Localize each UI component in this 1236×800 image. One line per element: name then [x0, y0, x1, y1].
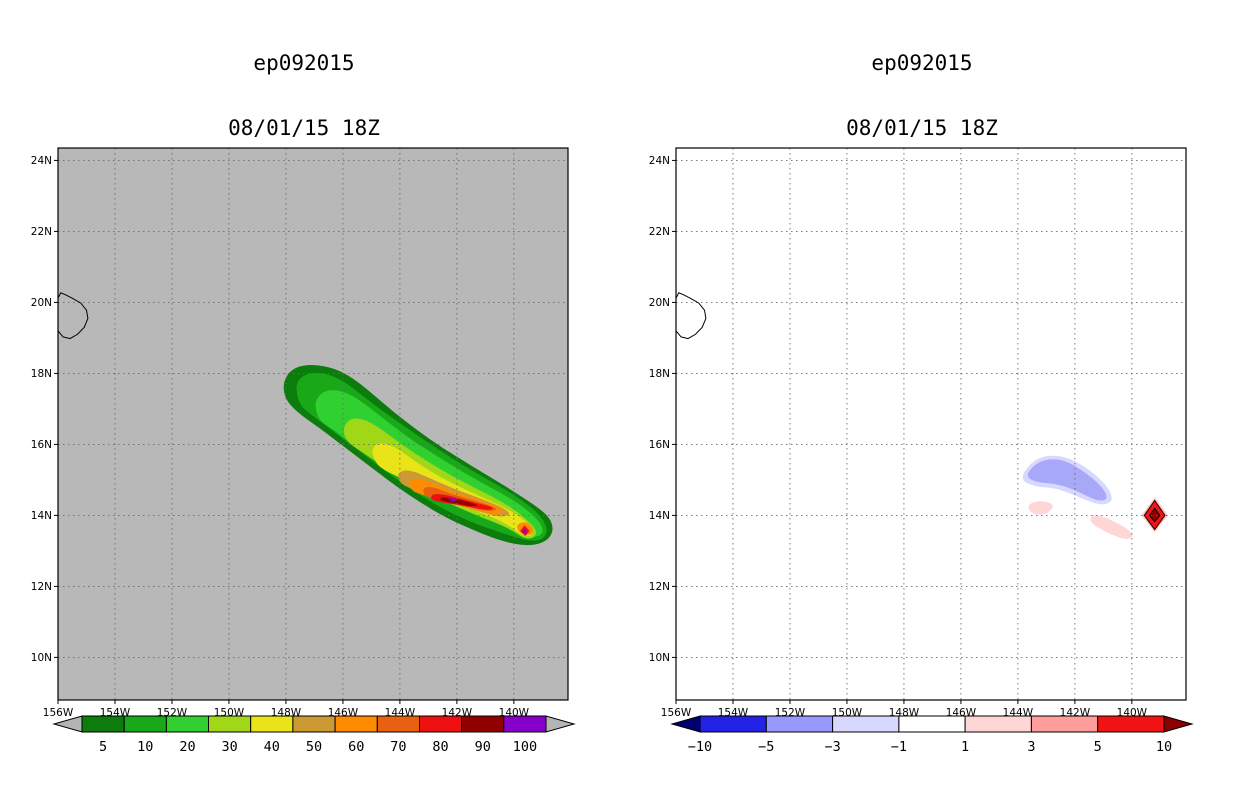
cbar-box: [334, 715, 378, 733]
y-tick-label: 24N: [31, 155, 52, 167]
cbar-box: [765, 715, 834, 733]
grid: [57, 148, 568, 700]
cbar-label: 20: [179, 739, 195, 755]
cbar-box: [832, 715, 900, 733]
cbar-label: 50: [306, 739, 322, 755]
x-tick-label: 156W: [661, 707, 692, 719]
y-tick-label: 10N: [649, 652, 670, 664]
cbar-label: −10: [688, 739, 712, 755]
cbar-label: −3: [824, 739, 840, 755]
contour-features: [1022, 455, 1169, 539]
y-tick-label: 18N: [31, 368, 52, 380]
contour-features: [283, 364, 553, 546]
cbar-box: [898, 715, 966, 733]
y-tick-label: 18N: [649, 368, 670, 380]
cbar-label: 90: [475, 739, 491, 755]
contour-level->10: [1148, 507, 1161, 523]
y-tick-label: 22N: [649, 226, 670, 238]
panel-spline-minus-control: ep092015 08/01/15 18Z 0−120h 64kt Cum Wi…: [624, 0, 1218, 800]
cbar-arrow-left: [52, 715, 83, 733]
y-tick-label: 22N: [31, 226, 52, 238]
cbar-label: 5: [1094, 739, 1102, 755]
y-tick-label: 12N: [649, 581, 670, 593]
cbar-label: 10: [137, 739, 153, 755]
cbar-arrow-right: [1163, 715, 1194, 733]
cbar-box: [419, 715, 463, 733]
init-datetime: 08/01/15 18Z: [846, 116, 998, 140]
cbar-box: [376, 715, 420, 733]
probability-map-spline: 156W 154W 152W 150W 148W 146W 144W 142W 140W24N2…: [31, 147, 569, 719]
coastline-hawaii-big-island: [57, 292, 89, 340]
cbar-label: 60: [348, 739, 364, 755]
y-tick-label: 16N: [31, 439, 52, 451]
contour-level-100: [448, 498, 457, 501]
map-background: [58, 148, 568, 700]
cbar-label: 1: [961, 739, 969, 755]
cbar-box: [81, 715, 125, 733]
y-tick-label: 12N: [31, 581, 52, 593]
cbar-label: −1: [891, 739, 907, 755]
init-datetime: 08/01/15 18Z: [228, 116, 380, 140]
y-tick-label: 16N: [649, 439, 670, 451]
cbar-label: 10: [1156, 739, 1172, 755]
y-tick-label: 14N: [31, 510, 52, 522]
colorbar-spline: 5 10 20 30 40 50 60 70 80 90 100: [52, 715, 576, 755]
coastline-hawaii-big-island: [675, 292, 707, 340]
cbar-arrow-right: [545, 715, 576, 733]
contour-level-1..3: [1090, 515, 1133, 539]
storm-id: ep092015: [253, 51, 355, 75]
y-tick-label: 14N: [649, 510, 670, 522]
grid: [675, 148, 1186, 700]
map-border: [57, 147, 569, 701]
storm-id: ep092015: [871, 51, 973, 75]
cbar-label: 40: [264, 739, 280, 755]
y-tick-label: 20N: [649, 297, 670, 309]
panel-spline: ep092015 08/01/15 18Z 0−120h 64kt Cum Wi…: [6, 0, 600, 800]
cbar-arrow-left: [670, 715, 701, 733]
cbar-label: 80: [432, 739, 448, 755]
map-background: [676, 148, 1186, 700]
cbar-box: [250, 715, 294, 733]
probability-map-diff: 156W 154W 152W 150W 148W 146W 144W 142W 140W24N2…: [649, 147, 1187, 719]
cbar-box: [964, 715, 1032, 733]
cbar-box: [123, 715, 167, 733]
contour-level-100: [522, 528, 528, 535]
cbar-box: [461, 715, 505, 733]
cbar-box: [165, 715, 210, 733]
y-tick-label: 24N: [649, 155, 670, 167]
cbar-box: [1030, 715, 1099, 733]
map-border: [675, 147, 1187, 701]
contour-level--5..-3: [1027, 459, 1107, 501]
cbar-box: [208, 715, 252, 733]
cbar-box: [292, 715, 336, 733]
x-tick-label: 156W: [43, 707, 74, 719]
contour-level-1..3: [1028, 501, 1053, 515]
colorbar-diff: −10 −5 −3 −1 1 3 5 10: [670, 715, 1194, 755]
cbar-label: 30: [221, 739, 237, 755]
cbar-label: 100: [513, 739, 537, 755]
y-tick-label: 10N: [31, 652, 52, 664]
y-tick-label: 20N: [31, 297, 52, 309]
cbar-label: −5: [758, 739, 774, 755]
cbar-label: 70: [390, 739, 406, 755]
cbar-label: 5: [99, 739, 107, 755]
cbar-label: 3: [1027, 739, 1035, 755]
cbar-box: [699, 715, 767, 733]
cbar-box: [1097, 715, 1165, 733]
cbar-box: [503, 715, 547, 733]
